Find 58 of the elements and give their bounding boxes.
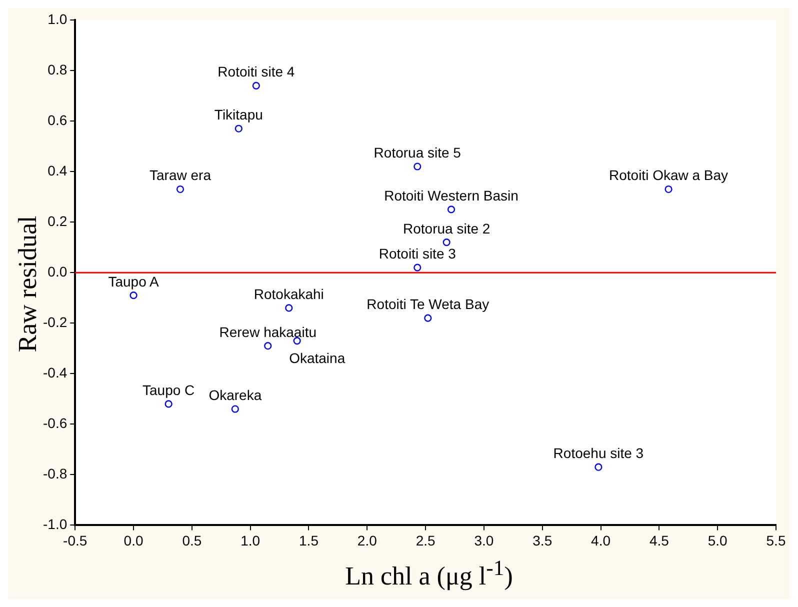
x-tick-label: 1.5 [299, 532, 319, 548]
y-tick-label: 0.0 [48, 263, 68, 280]
annotation: Rotoiti site 4 [218, 64, 295, 80]
x-tick-label: 0.5 [182, 532, 202, 548]
x-tick-label: 2.0 [357, 532, 378, 548]
x-tick-label: 2.5 [416, 532, 436, 548]
annotation: Rotokakahi [254, 286, 324, 302]
annotation: Rotorua site 2 [403, 220, 490, 236]
annotation: Rotorua site 5 [374, 144, 462, 161]
y-tick-label: 1.0 [48, 10, 68, 27]
x-tick-label: 1.0 [240, 532, 260, 548]
x-tick-label: 3.5 [532, 532, 552, 548]
annotation: Rotoiti Western Basin [384, 187, 518, 204]
y-tick-label: -0.6 [43, 415, 68, 432]
point [594, 463, 602, 471]
x-tick-label: 5.0 [708, 532, 728, 548]
annotation: Rotoiti Te Weta Bay [366, 296, 490, 312]
point [176, 185, 184, 194]
y-tick-label: 0.4 [48, 162, 68, 178]
point [442, 238, 450, 246]
point [252, 82, 260, 90]
point [234, 124, 242, 132]
y-tick-label: 0.2 [48, 212, 68, 229]
point [414, 162, 422, 170]
point [264, 342, 272, 350]
annotation: Rotoehu site 3 [553, 445, 644, 462]
x-tick-label: 4.0 [591, 532, 611, 548]
annotation: Taupo C [142, 382, 195, 398]
y-tick-label: 0.6 [48, 112, 68, 128]
x-tick-label: 0.0 [124, 532, 144, 548]
y-tick-label: 0.8 [48, 61, 68, 78]
point [231, 405, 239, 413]
point [164, 400, 172, 408]
annotation: Okataina [289, 350, 346, 366]
point [130, 292, 138, 300]
annotation: Rerew hakaaitu [219, 324, 317, 340]
point [664, 185, 672, 194]
y-axis-title: Raw residual [13, 216, 43, 352]
x-tick-label: 4.5 [649, 532, 670, 548]
annotation: Rotoiti Okaw a Bay [609, 167, 728, 184]
annotation: Taupo A [108, 273, 160, 290]
y-tick-label: -0.2 [43, 314, 68, 330]
annotation: Okareka [208, 387, 262, 404]
annotation: Rotoiti site 3 [378, 246, 456, 262]
x-tick-label: 5.5 [766, 532, 786, 548]
point [285, 304, 293, 312]
point [293, 337, 301, 345]
point [447, 206, 456, 214]
x-axis-title: Ln chl a (μg l$^{-1}$) [344, 556, 514, 592]
annotation: Taraw era [150, 167, 212, 184]
point [414, 264, 422, 272]
y-tick-label: -1.0 [43, 516, 68, 532]
point [424, 314, 432, 322]
x-tick-label: 3.0 [474, 532, 494, 548]
x-tick-label: -0.5 [63, 532, 88, 548]
annotation: Tikitapu [214, 106, 263, 123]
y-tick-label: -0.8 [43, 466, 68, 482]
y-tick-label: -0.4 [43, 364, 68, 380]
